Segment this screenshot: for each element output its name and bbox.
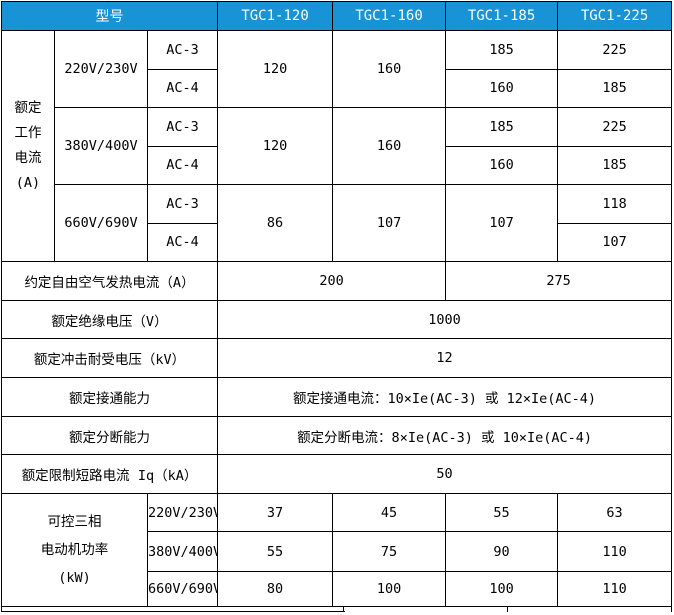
value-cell: 12 <box>217 338 673 379</box>
value-cell: 100 <box>445 571 559 608</box>
motor-power-section-label: 可控三相 电动机功率 (kW) <box>1 493 148 608</box>
spec-row-making-capacity: 额定接通能力 额定接通电流：10×Ie(AC-3) 或 12×Ie(AC-4) <box>0 377 673 417</box>
rated-current-section-label: 额定 工作 电流 (A) <box>1 30 55 262</box>
value-cell: 185 <box>445 107 559 147</box>
spec-label: 额定限制短路电流 Iq（kA） <box>0 454 219 495</box>
value-cell: 200 <box>217 261 447 301</box>
value-cell: 160 <box>445 68 559 108</box>
ac3-label: AC-3 <box>146 107 219 147</box>
section-label-line: 额定 <box>14 100 42 116</box>
value-cell: 225 <box>557 30 673 70</box>
section-label-line: (kW) <box>58 570 91 587</box>
voltage-label-660: 660V/690V <box>54 184 148 262</box>
rated-current-row-380-ac3: 380V/400V AC-3 120 160 185 225 <box>2 107 673 185</box>
value-cell: 160 <box>332 30 447 108</box>
section-label-line: 电流 <box>14 150 42 166</box>
section-label-line: (A) <box>15 175 41 191</box>
value-cell: 160 <box>332 107 447 185</box>
motor-power-row-380: 380V/400V 55 75 90 110 <box>2 531 673 573</box>
ac4-label: AC-4 <box>146 145 219 185</box>
spec-label: 额定冲击耐受电压（kV） <box>0 338 219 379</box>
rated-current-row-220-ac4: AC-4 160 185 <box>2 68 673 108</box>
value-cell: 80 <box>217 571 334 608</box>
spec-row-insulation-voltage: 额定绝缘电压（V） 1000 <box>0 299 673 340</box>
value-cell: 55 <box>217 531 334 573</box>
cut-off-row-divider <box>343 607 344 613</box>
spec-label: 额定绝缘电压（V） <box>0 299 219 340</box>
value-cell: 107 <box>332 184 447 262</box>
section-label-line: 电动机功率 <box>40 542 109 559</box>
ac3-label: AC-3 <box>146 30 219 70</box>
value-cell: 额定接通电流：10×Ie(AC-3) 或 12×Ie(AC-4) <box>217 377 673 417</box>
ac4-label: AC-4 <box>146 68 219 108</box>
voltage-label-660: 660V/690V <box>146 571 219 608</box>
header-row: 型号 TGC1-120 TGC1-160 TGC1-185 TGC1-225 <box>0 1 673 31</box>
value-cell: 55 <box>445 493 559 533</box>
cut-off-row-border-segment <box>2 611 345 613</box>
model-header-tgc1-225: TGC1-225 <box>557 1 673 31</box>
value-cell: 107 <box>557 222 673 262</box>
value-cell: 160 <box>445 145 559 185</box>
value-cell: 185 <box>557 145 673 185</box>
value-cell: 50 <box>217 454 673 495</box>
model-header-label: 型号 <box>0 1 219 31</box>
spec-label: 约定自由空气发热电流（A） <box>0 261 219 301</box>
value-cell: 1000 <box>217 299 673 340</box>
voltage-label-380: 380V/400V <box>54 107 148 185</box>
value-cell: 110 <box>557 531 673 573</box>
value-cell: 37 <box>217 493 334 533</box>
spec-label: 额定分断能力 <box>0 415 219 456</box>
rated-current-row-660-ac4: AC-4 107 <box>2 222 673 262</box>
value-cell: 118 <box>557 184 673 224</box>
value-cell: 185 <box>557 68 673 108</box>
value-cell: 225 <box>557 107 673 147</box>
value-cell: 275 <box>445 261 673 301</box>
rated-current-row-380-ac4: AC-4 160 185 <box>2 145 673 185</box>
section-label-line: 工作 <box>14 125 42 141</box>
model-header-tgc1-120: TGC1-120 <box>217 1 334 31</box>
value-cell: 额定分断电流：8×Ie(AC-3) 或 10×Ie(AC-4) <box>217 415 673 456</box>
spec-row-thermal-current: 约定自由空气发热电流（A） 200 275 <box>0 261 673 301</box>
spec-row-short-circuit-current: 额定限制短路电流 Iq（kA） 50 <box>0 454 673 495</box>
model-header-tgc1-185: TGC1-185 <box>445 1 559 31</box>
voltage-label-220: 220V/230V <box>146 493 219 533</box>
ac4-label: AC-4 <box>146 222 219 262</box>
value-cell: 86 <box>217 184 334 262</box>
value-cell: 45 <box>332 493 447 533</box>
cut-off-row-divider <box>507 607 508 613</box>
value-cell: 120 <box>217 30 334 108</box>
cut-off-row <box>1 607 672 613</box>
spec-row-breaking-capacity: 额定分断能力 额定分断电流：8×Ie(AC-3) 或 10×Ie(AC-4) <box>0 415 673 456</box>
motor-power-row-660: 660V/690V 80 100 100 110 <box>2 571 673 608</box>
spec-row-impulse-voltage: 额定冲击耐受电压（kV） 12 <box>0 338 673 379</box>
motor-power-row-220: 可控三相 电动机功率 (kW) 220V/230V 37 45 55 63 <box>1 493 673 608</box>
value-cell: 100 <box>332 571 447 608</box>
voltage-label-220: 220V/230V <box>54 30 148 108</box>
rated-current-row-220-ac3: 额定 工作 电流 (A) 220V/230V AC-3 120 160 185 … <box>1 30 673 262</box>
value-cell: 90 <box>445 531 559 573</box>
value-cell: 75 <box>332 531 447 573</box>
section-label-line: 可控三相 <box>47 514 102 531</box>
ac3-label: AC-3 <box>146 184 219 224</box>
value-cell: 107 <box>445 184 559 262</box>
value-cell: 185 <box>445 30 559 70</box>
value-cell: 120 <box>217 107 334 185</box>
rated-current-row-660-ac3: 660V/690V AC-3 86 107 107 118 <box>2 184 673 262</box>
spec-label: 额定接通能力 <box>0 377 219 417</box>
model-header-tgc1-160: TGC1-160 <box>332 1 447 31</box>
value-cell: 110 <box>557 571 673 608</box>
value-cell: 63 <box>557 493 673 533</box>
voltage-label-380: 380V/400V <box>146 531 219 573</box>
